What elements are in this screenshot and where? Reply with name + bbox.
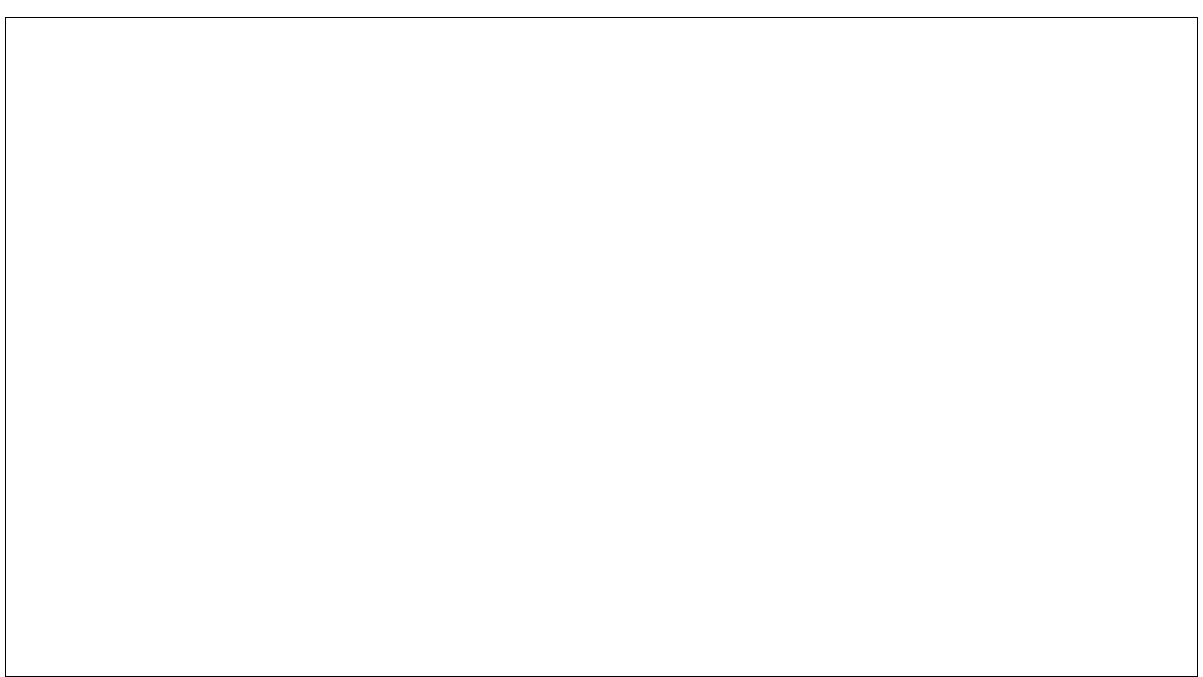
chart-frame <box>5 17 1198 677</box>
